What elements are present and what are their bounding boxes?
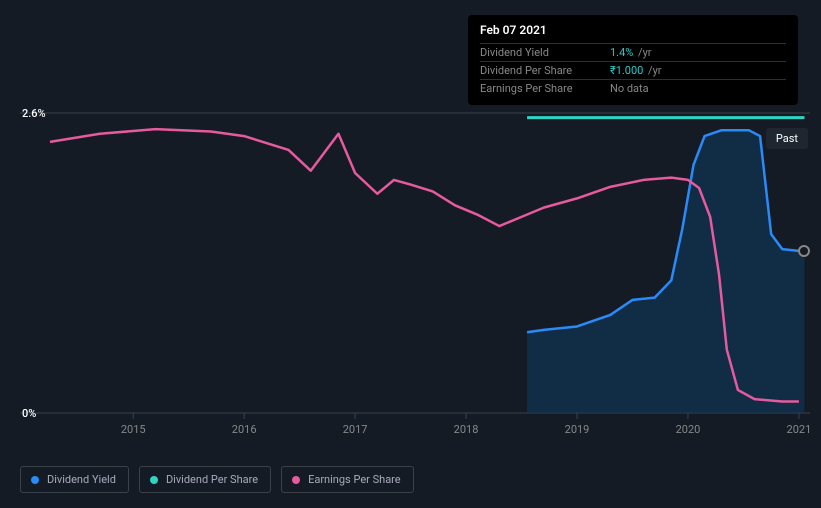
x-axis-tick-label: 2017 [343,423,368,436]
tooltip-row-label: Earnings Per Share [480,82,610,95]
tooltip-row-value: 1.4% /yr [610,46,652,59]
tooltip-row: Dividend Per Share₹1.000 /yr [480,61,786,79]
tooltip-row-label: Dividend Per Share [480,64,610,77]
legend: Dividend Yield Dividend Per Share Earnings… [20,466,414,493]
y-axis-min-label: 0% [22,407,36,420]
tooltip: Feb 07 2021 Dividend Yield1.4% /yrDivide… [468,15,798,105]
series-end-marker[interactable] [798,245,810,257]
dividend-yield-area [527,130,804,413]
tooltip-rows: Dividend Yield1.4% /yrDividend Per Share… [480,43,786,97]
legend-item-label: Dividend Per Share [166,473,258,486]
tooltip-row: Earnings Per ShareNo data [480,79,786,97]
x-axis-tick-label: 2019 [565,423,590,436]
x-axis-tick-label: 2018 [454,423,479,436]
y-axis-max-label: 2.6% [22,107,46,120]
tooltip-row-value: ₹1.000 /yr [610,64,662,77]
legend-dot-icon [31,476,39,484]
x-axis-tick-label: 2016 [232,423,257,436]
legend-item[interactable]: Dividend Yield [20,466,129,493]
legend-item-label: Earnings Per Share [308,473,401,486]
tooltip-row-label: Dividend Yield [480,46,610,59]
x-axis-tick-label: 2015 [121,423,146,436]
tooltip-row-unit: /yr [635,46,651,59]
legend-item-label: Dividend Yield [47,473,116,486]
x-axis-tick-label: 2020 [676,423,701,436]
tooltip-row-value: No data [610,82,649,95]
tooltip-row-unit: /yr [645,64,661,77]
legend-item[interactable]: Earnings Per Share [281,466,414,493]
tooltip-title: Feb 07 2021 [480,23,786,37]
legend-dot-icon [150,476,158,484]
legend-item[interactable]: Dividend Per Share [139,466,271,493]
past-label: Past [766,128,808,149]
legend-dot-icon [292,476,300,484]
x-axis-tick-label: 2021 [787,423,812,436]
tooltip-row: Dividend Yield1.4% /yr [480,43,786,61]
